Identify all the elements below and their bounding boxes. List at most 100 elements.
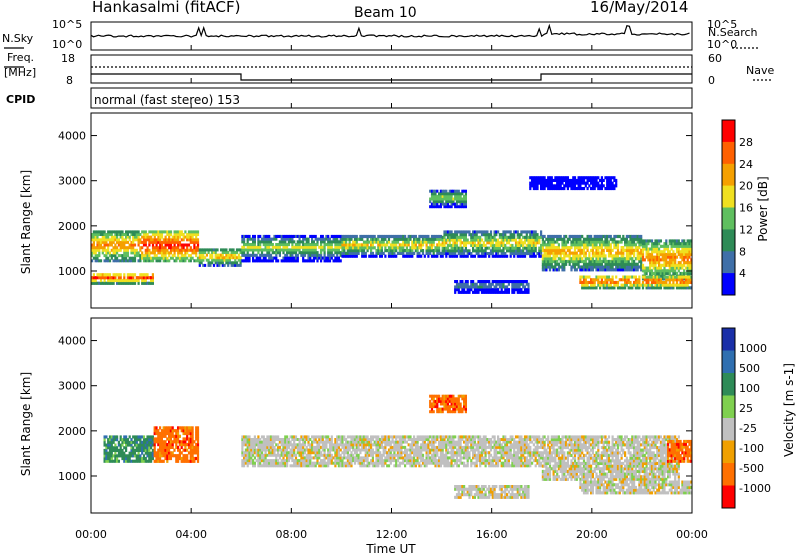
data-cell [202,258,205,262]
data-cell [602,248,605,252]
data-cell [221,253,224,257]
data-cell [590,240,593,244]
data-cell [189,238,192,242]
data-cell [325,464,328,468]
data-cell [266,464,269,468]
data-cell [586,257,589,261]
data-cell [597,246,600,250]
data-cell [173,454,176,458]
data-cell [275,248,278,252]
data-cell [121,238,124,242]
data-cell [284,464,287,468]
data-cell [173,251,176,255]
data-cell [488,235,491,239]
data-cell [579,248,582,252]
data-cell [262,461,265,465]
data-cell [259,243,262,247]
data-cell [264,253,267,257]
data-cell [421,234,425,239]
data-cell [303,245,307,249]
data-cell [218,263,221,267]
data-cell [328,256,332,260]
data-cell [658,258,661,262]
y-tick-label: 4000 [58,130,86,143]
data-cell [352,445,355,449]
data-cell [262,243,265,247]
date-title: 16/May/2014 [590,0,688,16]
data-cell [323,243,326,247]
data-cell [119,448,122,452]
data-cell [683,261,686,265]
data-cell [432,243,435,247]
data-cell [195,426,198,430]
data-cell [291,240,294,244]
data-cell [155,426,158,430]
data-cell [341,459,344,463]
data-cell [591,254,594,258]
data-cell [302,243,305,247]
noise-left-tick-top: 10^5 [52,18,82,31]
data-cell [475,290,478,294]
data-cell [370,240,373,244]
data-cell [248,237,251,241]
data-cell [125,256,128,260]
data-cell [563,251,566,255]
data-cell [92,281,95,285]
data-cell [359,246,362,250]
data-cell [656,242,659,246]
data-cell [654,266,657,270]
data-cell [631,259,634,264]
data-cell [303,438,307,441]
data-cell [298,453,301,457]
data-cell [615,283,618,287]
data-cell [228,261,231,265]
data-cell [595,268,598,272]
data-cell [498,254,501,258]
data-cell [257,234,260,238]
data-cell [350,464,353,468]
data-cell [175,456,178,461]
data-cell [531,235,534,239]
data-cell [659,244,662,248]
data-cell [316,259,319,263]
data-cell [625,259,628,264]
data-cell [489,235,493,239]
data-cell [377,240,380,244]
data-cell [607,283,611,287]
data-cell [133,443,137,447]
data-cell [575,259,578,264]
data-cell [336,451,339,455]
data-cell [327,453,330,457]
data-cell [438,249,441,253]
data-cell [275,464,278,468]
data-cell [123,276,126,280]
data-cell [665,239,668,243]
data-cell [121,443,124,447]
data-cell [132,459,135,463]
data-cell [191,238,194,242]
data-cell [123,281,126,285]
data-cell [606,181,609,185]
data-cell [597,257,600,261]
data-cell [597,283,600,287]
data-cell [656,258,659,262]
data-cell [470,233,473,237]
data-cell [305,435,308,439]
data-cell [489,238,493,242]
data-cell [581,280,584,284]
data-cell [352,234,355,239]
data-cell [259,456,262,460]
data-cell [132,273,135,277]
data-cell [667,255,670,259]
colorbar-tick-label: 16 [739,202,753,215]
data-cell [359,456,362,460]
data-cell [175,259,178,263]
data-cell [463,252,466,256]
data-cell [273,435,276,439]
data-cell [532,249,535,253]
data-cell [599,178,602,182]
data-cell [588,275,591,279]
data-cell [112,248,115,252]
data-cell [300,464,303,468]
data-cell [559,176,562,180]
